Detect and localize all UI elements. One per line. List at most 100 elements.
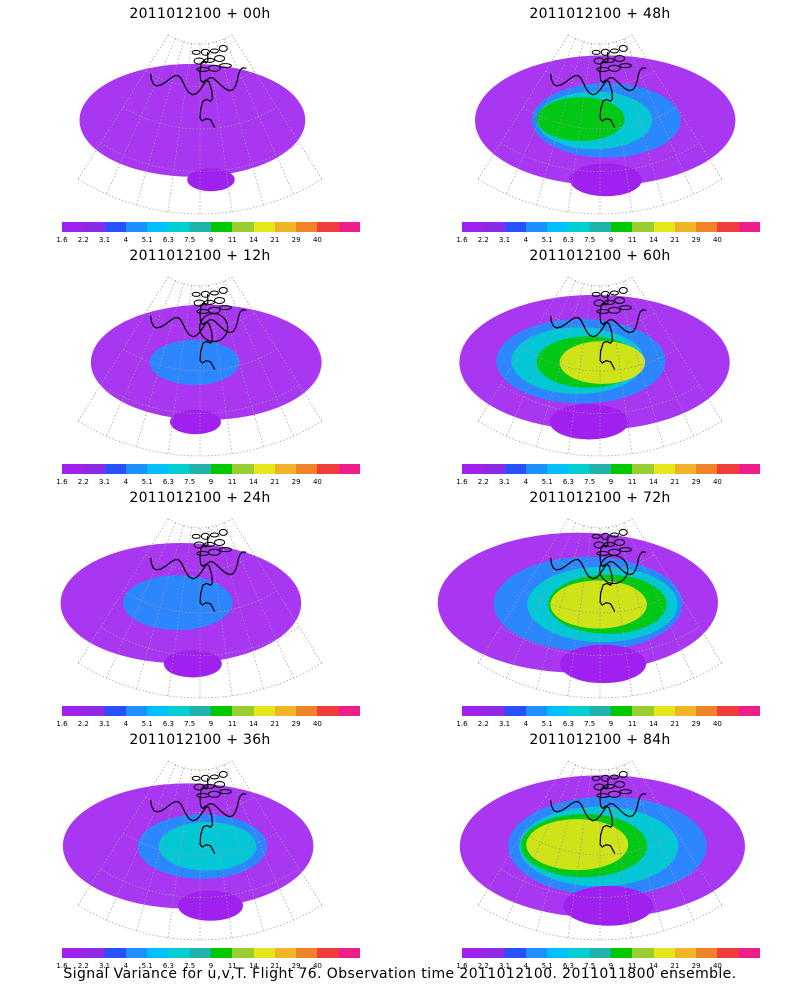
meridian-line [624, 38, 694, 195]
colorbar-swatch [674, 464, 697, 474]
colorbar-tick-label: 11 [227, 236, 237, 244]
colorbar-tick-label: 29 [291, 236, 301, 244]
meridian-line [567, 43, 592, 212]
coastline [599, 294, 616, 370]
colorbar-tick-label: 4 [123, 962, 129, 970]
colorbar-tick-label: 5.1 [541, 236, 553, 244]
colorbar-swatch [104, 222, 126, 232]
colorbar-swatch [125, 222, 148, 232]
island [218, 44, 228, 52]
colorbar-tick-label: 11 [627, 478, 637, 486]
variance-map [62, 760, 323, 941]
island [600, 774, 610, 782]
meridian-line [77, 276, 169, 422]
colorbar-swatch [674, 222, 697, 232]
colorbar-tick-label: 7.5 [184, 720, 196, 728]
island [214, 54, 226, 62]
island [618, 770, 628, 778]
colorbar-swatch [483, 948, 505, 958]
meridian-line [167, 769, 192, 938]
observation-circle [599, 554, 629, 585]
colorbar-swatch [483, 706, 505, 716]
latitude-line [77, 904, 323, 941]
figure-caption: Signal Variance for u,v,T. Flight 76. Ob… [63, 966, 737, 982]
island [603, 783, 615, 789]
colorbar-tick-label: 6.3 [562, 962, 574, 970]
variance-map [459, 760, 745, 941]
island [218, 770, 228, 778]
meridian-line [631, 518, 723, 664]
colorbar-tick-label: 4 [123, 236, 129, 244]
colorbar-labels: 1.6 2.2 3.1 4 5.1 6.3 7.5 9 11 14 21 29 40 [56, 478, 360, 488]
colorbar-swatch [253, 948, 275, 958]
colorbar-swatch [610, 464, 633, 474]
colorbar-swatch [125, 464, 148, 474]
colorbar-swatch [274, 948, 297, 958]
colorbar-swatch [338, 464, 360, 474]
colorbar-swatch [83, 706, 105, 716]
forecast-panel: 2011012100 + 72h 1.6 2.2 3.1 4 5.1 6.3 7.5 9 11 14… [400, 484, 800, 728]
variance-field [79, 63, 306, 177]
colorbar-tick-label: 21 [670, 962, 680, 970]
meridian-line [231, 34, 323, 180]
latitude-line [168, 276, 232, 287]
meridian-line [106, 280, 176, 437]
meridian-line [106, 764, 176, 921]
colorbar [462, 706, 760, 716]
variance-field [550, 580, 647, 629]
colorbar-tick-label: 7.5 [584, 236, 596, 244]
colorbar-tick-label: 11 [627, 236, 637, 244]
island [614, 54, 626, 62]
colorbar-swatch [717, 464, 739, 474]
colorbar-swatch [525, 706, 548, 716]
colorbar-tick-label: 9 [608, 962, 614, 970]
island [603, 541, 615, 547]
colorbar-tick-label: 4 [123, 720, 129, 728]
colorbar-swatch [210, 464, 233, 474]
island [618, 63, 632, 69]
colorbar-tick-label: 40 [712, 236, 722, 244]
island [218, 286, 228, 294]
colorbar-swatch [696, 464, 718, 474]
panel-title: 2011012100 + 72h [529, 490, 671, 506]
colorbar-tick-label: 4 [123, 478, 129, 486]
latitude-line [568, 34, 632, 45]
island [218, 547, 232, 553]
meridian-line [536, 525, 584, 690]
island [209, 290, 219, 296]
colorbar-swatch [547, 222, 569, 232]
colorbar-swatch [83, 948, 105, 958]
forecast-panel: 2011012100 + 60h 1.6 2.2 3.1 4 5.1 6.3 7.5 9 11 14… [400, 242, 800, 486]
forecast-panel: 2011012100 + 12h 1.6 2.2 3.1 4 5.1 6.3 7.5 9 11 14… [0, 242, 400, 486]
colorbar-tick-label: 5.1 [141, 720, 153, 728]
meridian-line [616, 525, 664, 690]
meridian-line [106, 522, 176, 679]
meridian-line [231, 276, 323, 422]
variance-field [569, 163, 642, 197]
island [209, 48, 219, 54]
meridian-line [624, 764, 694, 921]
island [214, 538, 226, 546]
colorbar-swatch [717, 222, 739, 232]
colorbar-tick-label: 4 [523, 720, 529, 728]
variance-field [549, 403, 629, 440]
colorbar-swatch [696, 948, 718, 958]
variance-field [187, 168, 235, 192]
island [618, 547, 632, 553]
colorbar-swatch [210, 706, 233, 716]
variance-field [123, 575, 233, 631]
colorbar-swatch [125, 706, 148, 716]
meridian-line [536, 767, 584, 932]
coastline [199, 294, 216, 370]
colorbar-swatch [653, 464, 675, 474]
colorbar-swatch [210, 222, 233, 232]
colorbar-swatch [62, 464, 84, 474]
meridian-line [477, 518, 569, 664]
island [214, 780, 226, 788]
colorbar-tick-label: 2.2 [77, 720, 89, 728]
colorbar-swatch [147, 706, 169, 716]
coastline [199, 778, 216, 854]
observation-circle [199, 312, 229, 343]
colorbar-swatch [738, 464, 760, 474]
colorbar-tick-label: 6.3 [562, 236, 574, 244]
